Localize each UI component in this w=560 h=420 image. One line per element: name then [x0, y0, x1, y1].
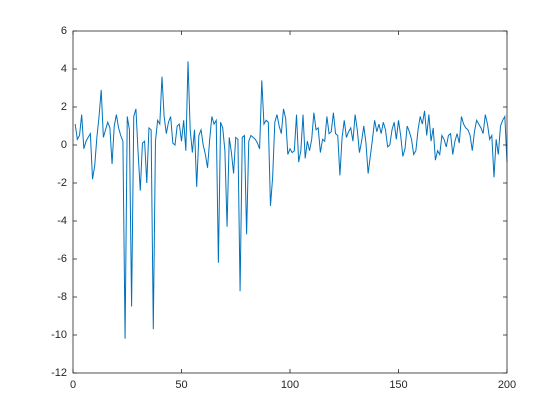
y-tick-label: -12: [51, 367, 67, 379]
y-tick-label: 2: [61, 101, 67, 113]
x-tick-label: 0: [70, 379, 76, 391]
y-tick-label: -10: [51, 329, 67, 341]
y-tick-label: -6: [57, 253, 67, 265]
x-tick-label: 50: [175, 379, 187, 391]
y-tick-label: -8: [57, 291, 67, 303]
data-line: [74, 61, 508, 339]
x-tick-label: 200: [498, 379, 516, 391]
y-tick-label: -4: [57, 215, 67, 227]
y-tick-label: -2: [57, 177, 67, 189]
y-tick-label: 0: [61, 139, 67, 151]
x-tick-label: 100: [281, 379, 299, 391]
plot-area: [73, 31, 507, 373]
y-tick-label: 4: [61, 63, 67, 75]
y-tick-label: 6: [61, 25, 67, 37]
x-tick-label: 150: [389, 379, 407, 391]
